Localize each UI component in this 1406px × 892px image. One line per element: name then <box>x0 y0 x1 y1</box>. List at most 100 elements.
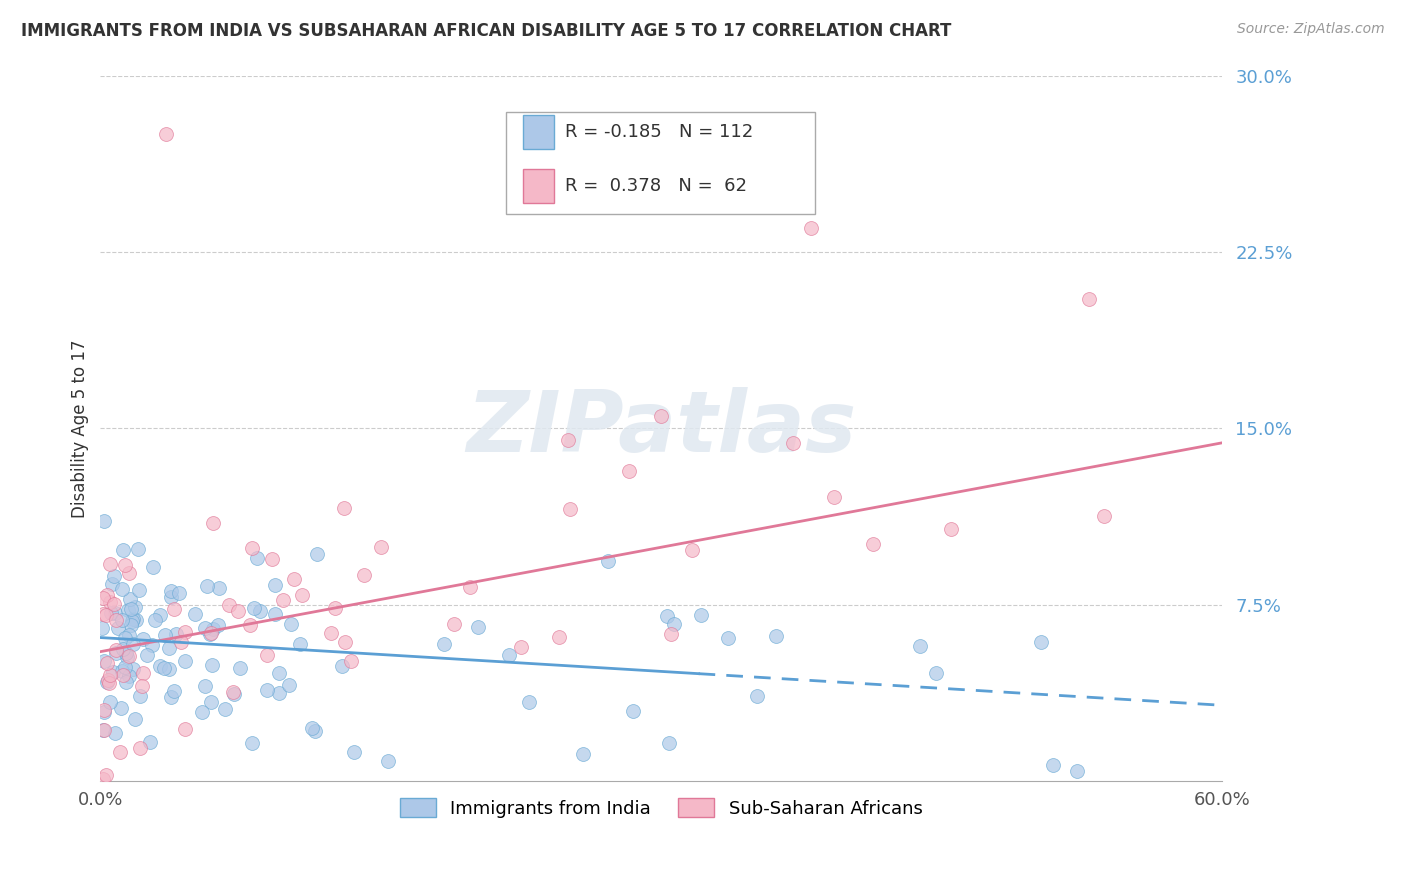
Text: Source: ZipAtlas.com: Source: ZipAtlas.com <box>1237 22 1385 37</box>
Point <box>498 648 520 662</box>
Point <box>226 604 249 618</box>
Point <box>558 502 581 516</box>
Point <box>191 705 214 719</box>
Point <box>104 607 127 621</box>
Point <box>149 608 172 623</box>
Point <box>443 617 465 632</box>
Point <box>343 745 366 759</box>
Point <box>118 566 141 580</box>
Point <box>283 572 305 586</box>
Point <box>103 569 125 583</box>
Point <box>557 433 579 447</box>
Point <box>118 591 141 606</box>
Point <box>104 613 127 627</box>
Point <box>517 695 540 709</box>
Point <box>108 745 131 759</box>
Point <box>201 622 224 636</box>
Point <box>200 627 222 641</box>
Text: R = -0.185   N = 112: R = -0.185 N = 112 <box>565 123 754 141</box>
Point <box>1092 508 1115 523</box>
Point <box>93 702 115 716</box>
Point <box>155 128 177 142</box>
Point <box>163 601 186 615</box>
Point <box>98 668 121 682</box>
Point <box>657 608 679 623</box>
Point <box>111 613 134 627</box>
Point <box>120 602 142 616</box>
Point <box>163 683 186 698</box>
Point <box>155 628 177 642</box>
Point <box>160 584 183 599</box>
Point <box>141 638 163 652</box>
Point <box>111 668 134 682</box>
Point <box>333 634 356 648</box>
Point <box>131 680 153 694</box>
Point <box>321 626 343 640</box>
Point <box>117 628 139 642</box>
Point <box>458 580 481 594</box>
Point <box>118 669 141 683</box>
Point <box>747 689 769 703</box>
Point <box>167 586 190 600</box>
Point <box>118 649 141 664</box>
Point <box>509 640 531 654</box>
Point <box>263 607 285 621</box>
Point <box>170 635 193 649</box>
Point <box>717 631 740 645</box>
Point <box>222 684 245 698</box>
Point <box>249 604 271 618</box>
Point <box>121 614 143 628</box>
Point <box>94 768 117 782</box>
Point <box>339 654 361 668</box>
Point <box>658 736 681 750</box>
Point <box>132 666 155 681</box>
Point <box>183 607 205 622</box>
Point <box>98 595 121 609</box>
Text: ZIPatlas: ZIPatlas <box>465 387 856 470</box>
Point <box>129 689 152 703</box>
Point <box>239 617 262 632</box>
Point <box>240 736 263 750</box>
Point <box>939 522 962 536</box>
Point <box>377 754 399 768</box>
Point <box>114 659 136 673</box>
Point <box>115 646 138 660</box>
Point <box>160 590 183 604</box>
Point <box>291 588 314 602</box>
Point <box>124 599 146 614</box>
Point <box>174 655 197 669</box>
Point <box>246 551 269 566</box>
Point <box>129 741 152 756</box>
Point <box>93 514 115 528</box>
Point <box>104 726 127 740</box>
Point <box>200 695 222 709</box>
Point <box>304 724 326 739</box>
Point <box>271 592 294 607</box>
Point <box>93 655 115 669</box>
Point <box>98 676 121 690</box>
Point <box>370 541 392 555</box>
Point <box>256 682 278 697</box>
Point <box>117 649 139 664</box>
Point <box>93 772 115 786</box>
Point <box>214 702 236 716</box>
Point <box>127 542 149 557</box>
Point <box>100 576 122 591</box>
Point <box>571 747 593 761</box>
Point <box>690 607 713 622</box>
Point <box>121 612 143 626</box>
Point <box>301 721 323 735</box>
Legend: Immigrants from India, Sub-Saharan Africans: Immigrants from India, Sub-Saharan Afric… <box>392 791 929 825</box>
Point <box>288 636 311 650</box>
Point <box>229 661 252 675</box>
Point <box>1029 635 1052 649</box>
Point <box>650 409 672 424</box>
Point <box>264 578 287 592</box>
Point <box>208 581 231 595</box>
Point <box>269 666 291 681</box>
Point <box>157 641 180 656</box>
Point <box>800 221 823 235</box>
Point <box>120 617 142 632</box>
Point <box>353 568 375 582</box>
Point <box>121 662 143 676</box>
